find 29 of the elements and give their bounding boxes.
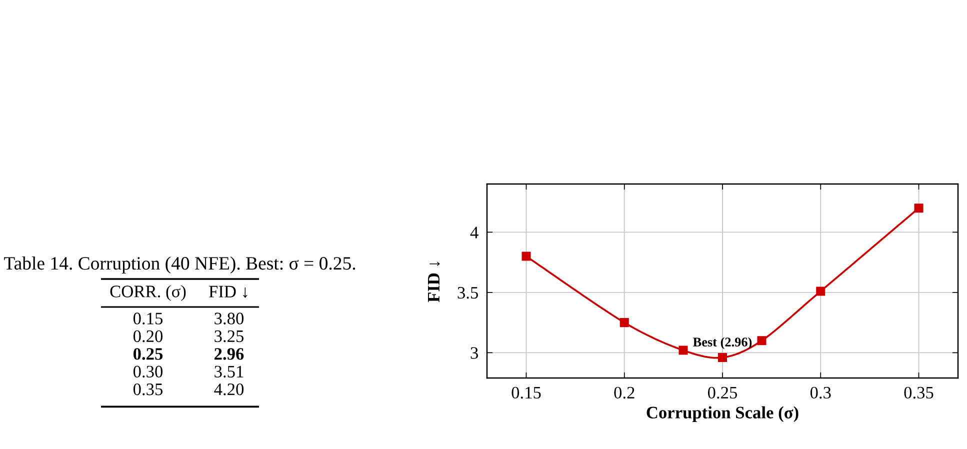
y-tick-label: 4 <box>470 226 478 238</box>
y-axis-title: FID ↓ <box>428 262 440 302</box>
point <box>757 336 766 346</box>
y-tick-label: 0.20 <box>133 330 163 342</box>
y-tick-label: 0.25 <box>133 348 163 360</box>
y-tick-label: 0.15 <box>133 312 163 324</box>
point <box>914 204 924 213</box>
point <box>816 286 826 296</box>
y-axis-title: CORR. (σ) <box>110 285 186 301</box>
data-label: 2.96 <box>214 348 244 360</box>
point <box>678 346 688 355</box>
annotation: Best (2.96) <box>693 337 752 350</box>
y-tick-label: 3 <box>470 347 478 359</box>
point <box>522 252 531 261</box>
x-tick-label: 0.35 <box>904 386 934 399</box>
point <box>718 353 728 362</box>
point <box>620 318 629 328</box>
y-tick-label: 3.5 <box>458 286 478 299</box>
y-tick-label: 0.30 <box>133 366 163 378</box>
data-label: 3.51 <box>214 366 244 378</box>
x-tick-label: 0.15 <box>512 386 541 399</box>
x-tick-label: 0.25 <box>708 386 738 399</box>
chart-title: Table 14. Corruption (40 NFE). Best: σ = 0.25. <box>4 256 356 274</box>
x-tick-label: 0.3 <box>810 386 831 399</box>
data-label: 4.20 <box>214 383 244 396</box>
data-label: 3.25 <box>214 330 244 342</box>
x-axis-title: Corruption Scale (σ) <box>646 406 798 422</box>
data-label: 3.80 <box>214 312 244 324</box>
x-tick-label: 0.2 <box>614 386 634 399</box>
